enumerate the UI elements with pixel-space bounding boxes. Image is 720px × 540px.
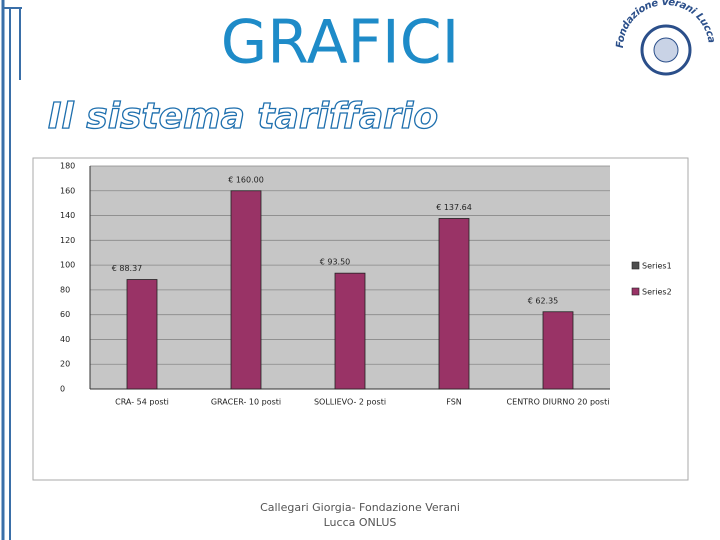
- slide-subtitle: Il sistema tariffario: [48, 96, 438, 137]
- value-label: € 62.35: [528, 296, 559, 305]
- x-tick-label: FSN: [446, 398, 462, 407]
- bar: [126, 279, 158, 390]
- y-tick-label: 60: [60, 310, 70, 319]
- footer: Callegari Giorgia- Fondazione Verani Luc…: [260, 501, 460, 529]
- y-tick-label: 0: [60, 385, 65, 394]
- y-tick-label: 140: [60, 211, 75, 220]
- value-label: € 160.00: [228, 175, 264, 184]
- bar: [542, 311, 574, 390]
- y-tick-label: 120: [60, 236, 75, 245]
- logo-emblem: [653, 37, 679, 63]
- y-tick-label: 80: [60, 285, 70, 294]
- logo: Fondazione Verani Lucca: [615, 0, 717, 76]
- legend-label: Series2: [642, 288, 672, 297]
- y-tick-label: 40: [60, 335, 70, 344]
- y-tick-label: 20: [60, 360, 70, 369]
- y-tick-label: 100: [60, 261, 75, 270]
- bar: [334, 272, 366, 390]
- legend-label: Series1: [642, 262, 672, 271]
- y-tick-label: 180: [60, 162, 75, 171]
- logo-ring: [640, 24, 692, 76]
- slide-title: GRAFICI: [221, 8, 460, 78]
- bar: [438, 218, 470, 390]
- value-label: € 88.37: [112, 264, 143, 273]
- legend-marker: [631, 261, 640, 270]
- value-label: € 137.64: [436, 203, 472, 212]
- bar: [230, 190, 262, 390]
- x-tick-label: GRACER- 10 posti: [211, 398, 281, 407]
- legend-marker: [631, 287, 640, 296]
- x-tick-label: CRA- 54 posti: [115, 398, 169, 407]
- y-tick-label: 160: [60, 186, 75, 195]
- x-tick-label: SOLLIEVO- 2 posti: [314, 398, 386, 407]
- value-label: € 93.50: [320, 258, 351, 267]
- x-tick-label: CENTRO DIURNO 20 posti: [507, 398, 610, 407]
